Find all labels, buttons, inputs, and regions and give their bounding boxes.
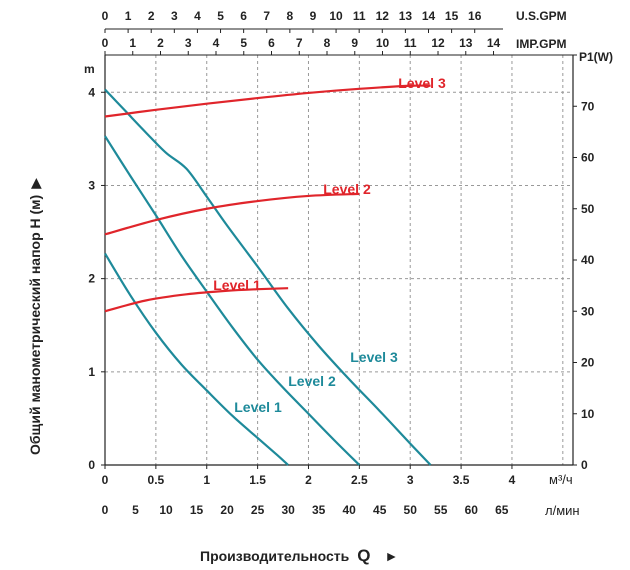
x-m3h-tick-label: 4 [509, 473, 516, 487]
x-impgpm-tick-label: 2 [157, 36, 164, 50]
x-m3h-tick-label: 1 [203, 473, 210, 487]
x-usgpm-tick-label: 15 [445, 9, 459, 23]
power-curve-level-1 [104, 287, 289, 313]
usgpm-unit-label: U.S.GPM [516, 9, 567, 23]
x-lmin-tick-label: 15 [190, 503, 204, 517]
y-left-tick-label: 2 [88, 272, 95, 286]
x-usgpm-tick-label: 6 [240, 9, 247, 23]
x-axis-arrow: ► [384, 548, 398, 564]
x-lmin-tick-label: 50 [404, 503, 418, 517]
x-impgpm-tick-label: 9 [351, 36, 358, 50]
x-m3h-tick-label: 0 [102, 473, 109, 487]
x-usgpm-tick-label: 11 [353, 9, 366, 23]
x-impgpm-tick-label: 7 [296, 36, 303, 50]
x-m3h-tick-label: 0.5 [148, 473, 165, 487]
x-impgpm-tick-label: 1 [129, 36, 136, 50]
x-impgpm-tick-label: 12 [431, 36, 445, 50]
x-lmin-tick-label: 30 [281, 503, 295, 517]
grid [105, 55, 573, 465]
y-left-unit-label: m [84, 62, 95, 76]
m3h-unit-label: м³/ч [549, 472, 573, 487]
x-usgpm-tick-label: 0 [102, 9, 109, 23]
x-lmin-tick-label: 25 [251, 503, 265, 517]
x-lmin-tick-label: 35 [312, 503, 326, 517]
x-lmin-tick-label: 10 [159, 503, 173, 517]
y-right-tick-label: 20 [581, 356, 595, 370]
x-impgpm-tick-label: 11 [404, 36, 417, 50]
y-right-tick-label: 40 [581, 253, 595, 267]
x-lmin-tick-label: 40 [342, 503, 356, 517]
head-label-level-3: Level 3 [350, 349, 398, 365]
power-label-level-1: Level 1 [213, 277, 261, 293]
x-usgpm-tick-label: 13 [399, 9, 413, 23]
y-right-tick-label: 10 [581, 407, 595, 421]
x-impgpm-tick-label: 10 [376, 36, 390, 50]
x-usgpm-tick-label: 9 [310, 9, 317, 23]
x-impgpm-tick-label: 6 [268, 36, 275, 50]
x-usgpm-tick-label: 14 [422, 9, 436, 23]
x-m3h-tick-label: 3.5 [453, 473, 470, 487]
y-axis-arrow: ▶ [27, 178, 43, 189]
head-curve-level-1 [104, 252, 289, 466]
x-impgpm-tick-label: 3 [185, 36, 192, 50]
x-m3h-tick-label: 1.5 [249, 473, 266, 487]
y-right-tick-label: 30 [581, 304, 595, 318]
x-usgpm-tick-label: 2 [148, 9, 155, 23]
x-impgpm-tick-label: 14 [487, 36, 501, 50]
x-usgpm-tick-label: 7 [263, 9, 270, 23]
y-left-tick-label: 3 [88, 178, 95, 192]
x-impgpm-tick-label: 4 [213, 36, 220, 50]
x-m3h-tick-label: 2 [305, 473, 312, 487]
x-lmin-tick-label: 0 [102, 503, 109, 517]
x-impgpm-tick-label: 13 [459, 36, 473, 50]
impgpm-unit-label: IMP.GPM [516, 37, 566, 51]
x-usgpm-tick-label: 12 [376, 9, 390, 23]
x-impgpm-tick-label: 8 [324, 36, 331, 50]
x-impgpm-tick-label: 0 [102, 36, 109, 50]
x-lmin-tick-label: 60 [465, 503, 479, 517]
power-label-level-2: Level 2 [323, 181, 371, 197]
x-impgpm-tick-label: 5 [240, 36, 247, 50]
x-lmin-tick-label: 55 [434, 503, 448, 517]
y-left-tick-label: 0 [88, 458, 95, 472]
y-right-tick-label: 50 [581, 202, 595, 216]
x-usgpm-tick-label: 8 [287, 9, 294, 23]
x-lmin-tick-label: 20 [220, 503, 234, 517]
y-right-unit-label: P1(W) [579, 50, 613, 64]
x-usgpm-tick-label: 10 [329, 9, 343, 23]
plot-frame [104, 28, 574, 466]
head-curve-level-3 [104, 88, 432, 466]
power-label-level-3: Level 3 [398, 75, 446, 91]
power-curve-level-3 [104, 84, 431, 118]
x-lmin-tick-label: 65 [495, 503, 509, 517]
x-axis-title: Производительность Q ► [200, 546, 398, 565]
x-axis-symbol: Q [357, 546, 370, 565]
x-m3h-tick-label: 2.5 [351, 473, 368, 487]
head-curve-level-2 [104, 135, 361, 466]
power-curve-level-2 [104, 192, 360, 236]
y-right-tick-label: 0 [581, 458, 588, 472]
x-lmin-tick-label: 45 [373, 503, 387, 517]
head-label-level-1: Level 1 [234, 399, 282, 415]
y-axis-title: Общий манометрический напор H (м) ▶ [27, 178, 43, 455]
series-labels: Level 1 Level 2 Level 3 Level 1 Level 2 Level… [213, 75, 446, 415]
y-left-tick-label: 1 [88, 365, 95, 379]
x-axis-title-text: Производительность [200, 548, 350, 564]
x-usgpm-tick-label: 16 [468, 9, 482, 23]
y-left-tick-label: 4 [88, 85, 95, 99]
y-axis-title-text: Общий манометрический напор H (м) [27, 195, 43, 455]
x-usgpm-tick-label: 5 [217, 9, 224, 23]
y-right-tick-label: 70 [581, 99, 595, 113]
x-usgpm-tick-label: 3 [171, 9, 178, 23]
head-label-level-2: Level 2 [288, 373, 336, 389]
x-usgpm-tick-label: 4 [194, 9, 201, 23]
curves [104, 84, 432, 466]
x-m3h-tick-label: 3 [407, 473, 414, 487]
lmin-unit-label: л/мин [545, 503, 580, 518]
y-right-tick-label: 60 [581, 151, 595, 165]
x-usgpm-tick-label: 1 [125, 9, 132, 23]
x-lmin-tick-label: 5 [132, 503, 139, 517]
